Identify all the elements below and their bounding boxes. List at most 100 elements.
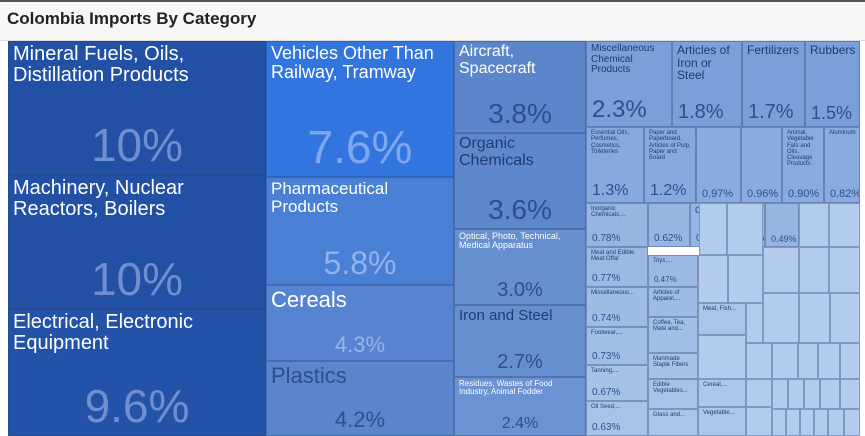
cell-label: Vegetable... [703, 410, 735, 416]
treemap-cell[interactable]: Vehicles Other Than Railway, Tramway 7.6% [266, 41, 454, 177]
treemap-filler-cell[interactable] [698, 335, 746, 379]
cell-label: Meat and Edible Meat Offal [591, 250, 635, 263]
treemap-cell[interactable]: 0.97% [696, 127, 741, 203]
cell-value: 0.49% [771, 234, 797, 244]
cell-value: 3.8% [488, 98, 552, 129]
treemap-filler-cell[interactable] [818, 343, 840, 379]
treemap-filler-cell[interactable] [786, 409, 800, 436]
cell-value: 2.3% [592, 96, 647, 123]
cell-label: Footwear,... [591, 330, 623, 336]
cell-label: Articles of Apparel,... [653, 290, 681, 303]
treemap-filler-cell[interactable] [772, 343, 798, 379]
treemap-filler-cell[interactable] [820, 379, 840, 409]
cell-label: Edible Vegetables... [653, 382, 688, 395]
treemap-cell[interactable]: Coffee, Tea, Mate and... [648, 317, 698, 353]
treemap-filler-cell[interactable] [799, 247, 829, 293]
treemap-cell[interactable]: Vegetable... [698, 407, 746, 436]
treemap-filler-cell[interactable] [829, 203, 860, 247]
cell-label: Meat, Fish... [703, 306, 737, 312]
treemap-cell[interactable]: Meat, Fish... [698, 303, 746, 335]
cell-label: Aluminum [829, 130, 856, 136]
treemap-filler-cell[interactable] [727, 203, 763, 255]
treemap-filler-cell[interactable] [830, 293, 860, 343]
cell-label: Tanning,... [591, 368, 619, 374]
treemap-cell[interactable]: Aluminum 0.82% [824, 127, 860, 203]
treemap-cell[interactable]: Fertilizers 1.7% [742, 41, 805, 127]
treemap-cell[interactable]: Animal, Vegetable Fats and Oils, Cleavag… [782, 127, 824, 203]
cell-value: 0.62% [654, 233, 683, 244]
treemap-filler-cell[interactable] [772, 409, 786, 436]
cell-label: Machinery, Nuclear Reactors, Boilers [13, 177, 184, 220]
treemap-filler-cell[interactable] [840, 379, 860, 409]
treemap-filler-cell[interactable] [840, 343, 860, 379]
treemap-filler-cell[interactable] [763, 293, 799, 343]
treemap-filler-cell[interactable] [844, 409, 860, 436]
treemap-cell[interactable]: Electrical, Electronic Equipment 9.6% [8, 309, 266, 436]
cell-value: 10% [90, 119, 184, 171]
treemap-filler-cell[interactable] [828, 409, 844, 436]
cell-label: Electrical, Electronic Equipment [13, 311, 194, 354]
treemap-cell[interactable]: 0.62% [648, 203, 690, 247]
treemap-filler-cell[interactable] [746, 343, 772, 379]
treemap-cell[interactable]: Machinery, Nuclear Reactors, Boilers 10% [8, 175, 266, 309]
cell-value: 0.82% [830, 188, 860, 200]
treemap-cell[interactable]: Miscellaneous... 0.74% [586, 287, 648, 327]
treemap-filler-cell[interactable] [814, 409, 828, 436]
treemap-cell[interactable]: Tanning,... 0.67% [586, 365, 648, 401]
treemap-cell[interactable]: Inorganic Chemicals,... 0.78% [586, 203, 648, 247]
treemap-filler-cell[interactable] [746, 379, 772, 407]
treemap-cell[interactable]: Organic Chemicals 3.6% [454, 133, 586, 229]
treemap-filler-cell[interactable] [698, 255, 728, 303]
treemap: Mineral Fuels, Oils, Distillation Produc… [0, 41, 865, 436]
treemap-cell[interactable]: Articles of Apparel,... [648, 287, 698, 317]
treemap-filler-cell[interactable] [798, 343, 818, 379]
treemap-cell[interactable]: Mineral Fuels, Oils, Distillation Produc… [8, 41, 266, 175]
treemap-cell[interactable]: Rubbers 1.5% [805, 41, 860, 127]
cell-value: 1.3% [592, 182, 629, 199]
treemap-filler-cell[interactable] [772, 379, 788, 409]
treemap-cell[interactable]: Manmade Staple Fibers [648, 353, 698, 379]
treemap-cell[interactable]: Residues, Wastes of Food Industry, Anima… [454, 377, 586, 436]
cell-value: 4.2% [334, 407, 386, 432]
treemap-cell[interactable]: Pharmaceutical Products 5.8% [266, 177, 454, 285]
treemap-cell[interactable]: Meat and Edible Meat Offal 0.77% [586, 247, 648, 287]
cell-label: Vehicles Other Than Railway, Tramway [271, 43, 434, 82]
treemap-cell[interactable]: Oil Seed,... 0.63% [586, 401, 648, 436]
treemap-cell[interactable]: Cereal,... [698, 379, 746, 407]
cell-value: 2.4% [501, 415, 539, 432]
treemap-filler-cell[interactable] [788, 379, 804, 409]
treemap-cell[interactable]: 0.96% [741, 127, 782, 203]
cell-label: Animal, Vegetable Fats and Oils, Cleavag… [787, 130, 814, 168]
treemap-cell[interactable]: Toys,... 0.47% [648, 255, 698, 287]
treemap-filler-cell[interactable] [746, 303, 763, 343]
treemap-cell[interactable]: Plastics 4.2% [266, 361, 454, 436]
cell-label: Paper and Paperboard, Articles of Pulp, … [649, 130, 691, 162]
cell-label: Fertilizers [747, 43, 800, 57]
treemap-cell[interactable]: Iron and Steel 2.7% [454, 305, 586, 377]
treemap-cell[interactable]: Footwear,... 0.73% [586, 327, 648, 365]
treemap-filler-cell[interactable] [746, 407, 772, 436]
treemap-filler-cell[interactable] [804, 379, 820, 409]
treemap-cell[interactable]: Articles of Iron or Steel 1.8% [672, 41, 742, 127]
treemap-cell[interactable]: Glass and... [648, 409, 698, 436]
treemap-cell[interactable]: Paper and Paperboard, Articles of Pulp, … [644, 127, 696, 203]
treemap-filler-cell[interactable] [829, 247, 860, 293]
cell-value: 0.78% [592, 233, 621, 244]
treemap-cell[interactable]: Aircraft, Spacecraft 3.8% [454, 41, 586, 133]
treemap-cell[interactable]: Edible Vegetables... [648, 379, 698, 409]
treemap-filler-cell[interactable] [763, 247, 799, 293]
treemap-cell[interactable]: 0.49% [765, 203, 799, 247]
treemap-cell[interactable]: Cereals 4.3% [266, 285, 454, 361]
treemap-cell[interactable]: Essential Oils, Perfumes, Cosmetics, Toi… [586, 127, 644, 203]
treemap-filler-cell[interactable] [799, 203, 829, 247]
treemap-filler-cell[interactable] [799, 293, 830, 343]
cell-value: 7.6% [307, 121, 413, 173]
cell-value: 0.67% [592, 387, 621, 398]
treemap-filler-cell[interactable] [728, 255, 763, 303]
treemap-filler-cell[interactable] [699, 203, 727, 255]
treemap-cell[interactable]: Miscellaneous Chemical Products 2.3% [586, 41, 672, 127]
treemap-filler-cell[interactable] [800, 409, 814, 436]
top-border [0, 0, 865, 2]
cell-label: Glass and... [653, 412, 686, 418]
treemap-cell[interactable]: Optical, Photo, Technical, Medical Appar… [454, 229, 586, 305]
